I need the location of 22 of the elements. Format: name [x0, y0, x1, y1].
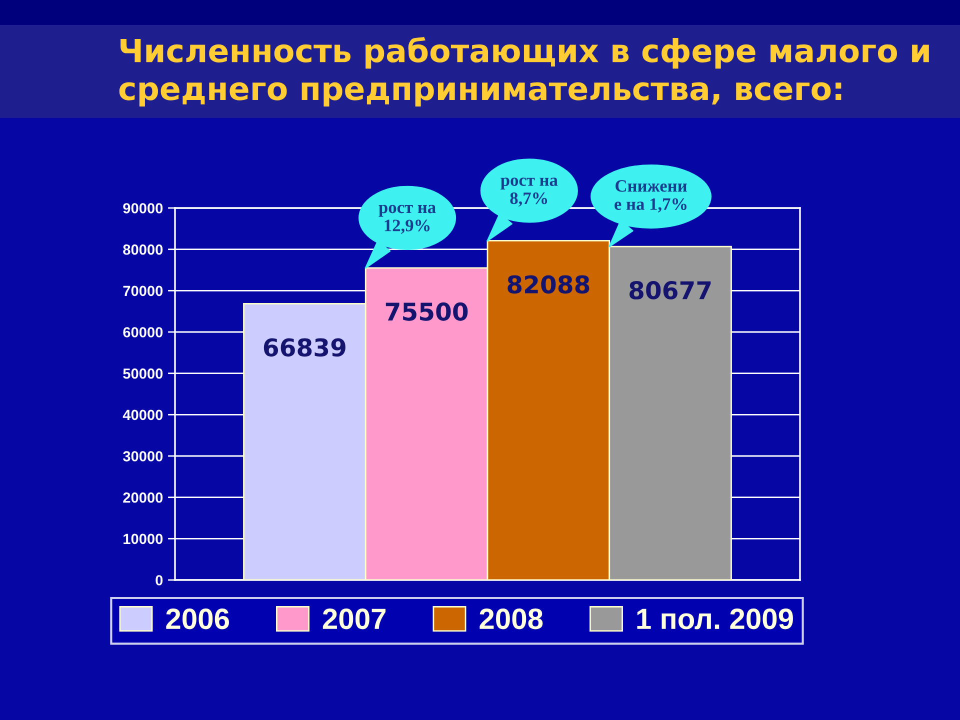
y-tick-label: 20000: [123, 492, 163, 503]
annotation: рост на 8,7%: [500, 178, 558, 207]
legend-label: 2006: [166, 608, 229, 630]
data-label: 80677: [630, 281, 711, 300]
data-label: 75500: [386, 302, 468, 321]
y-tick-label: 40000: [122, 410, 163, 420]
data-label: 82088: [508, 275, 590, 294]
legend-label: 1 пол. 2009: [637, 608, 793, 630]
y-tick-label: 80000: [123, 244, 163, 255]
y-tick-label: 10000: [124, 534, 163, 544]
y-tick-label: 60000: [123, 327, 163, 338]
y-tick-label: 90000: [123, 203, 163, 214]
chart-title: Численность работающих в сфере малого и среднего предпринимательства, всего:: [119, 37, 929, 107]
y-tick-label: 0: [156, 575, 163, 586]
data-label: 66839: [264, 338, 346, 357]
legend-label: 2007: [322, 608, 386, 630]
y-tick-label: 70000: [123, 286, 163, 296]
annotation: рост на 12,9%: [378, 204, 436, 234]
y-tick-label: 30000: [122, 451, 163, 462]
y-tick-label: 50000: [123, 368, 163, 379]
legend-label: 2008: [480, 608, 543, 630]
annotation: Снижени е на 1,7%: [614, 180, 687, 212]
